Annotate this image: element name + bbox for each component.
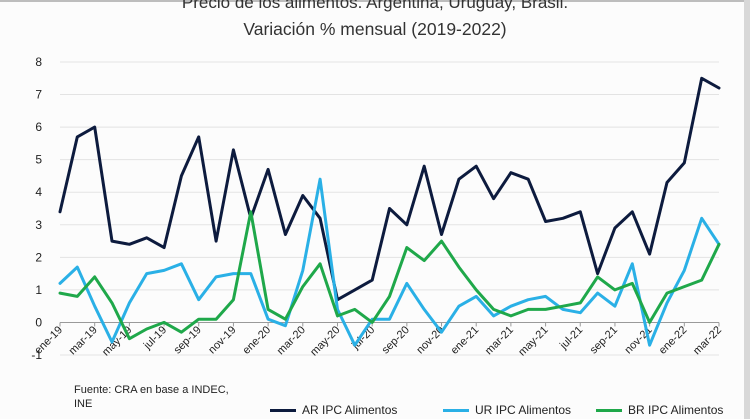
y-tick-label: 8 <box>35 55 42 69</box>
x-tick-label: mar-22 <box>691 324 724 357</box>
y-tick-label: -1 <box>31 348 42 362</box>
legend-label-ar: AR IPC Alimentos <box>302 403 398 417</box>
x-tick-label: nov-19 <box>206 324 238 356</box>
x-tick-label: mar-20 <box>275 324 308 357</box>
legend-swatch-ur <box>443 409 469 413</box>
x-tick-label: ene-20 <box>241 324 274 357</box>
x-tick-label: mar-19 <box>67 324 100 357</box>
y-tick-label: 2 <box>35 250 42 264</box>
legend-label-br: BR IPC Alimentos <box>628 403 724 417</box>
y-tick-label: 3 <box>35 218 42 232</box>
x-tick-label: may-20 <box>308 324 342 358</box>
legend-item-ar: AR IPC Alimentos <box>270 403 397 417</box>
chart-subtitle: Variación % mensual (2019-2022) <box>243 19 507 39</box>
series-line-ur <box>58 177 721 347</box>
legend-swatch-br <box>596 409 622 413</box>
series-line-ar <box>58 76 721 302</box>
legend-item-br: BR IPC Alimentos <box>596 403 723 417</box>
legend-item-ur: UR IPC Alimentos <box>443 403 571 417</box>
y-tick-label: 7 <box>35 88 42 102</box>
chart-title: Precio de los alimentos. Argentina, Urug… <box>181 0 569 12</box>
x-tick-label: ene-22 <box>657 324 690 357</box>
top-edge <box>0 0 750 2</box>
y-tick-label: 6 <box>35 120 42 134</box>
x-tick-label: sep-21 <box>588 324 620 356</box>
y-tick-label: 5 <box>35 153 42 167</box>
legend-label-ur: UR IPC Alimentos <box>475 403 572 417</box>
series-line-br <box>58 210 721 341</box>
x-tick-label: sep-20 <box>380 324 412 356</box>
source-note: Fuente: CRA en base a INDEC, INE <box>74 384 229 410</box>
x-tick-label: jul-20 <box>349 324 377 352</box>
y-tick-label: 0 <box>35 315 42 329</box>
x-tick-label: nov-20 <box>414 324 446 356</box>
y-tick-label: 4 <box>35 185 42 199</box>
y-tick-label: 1 <box>35 283 42 297</box>
x-tick-label: jul-21 <box>557 324 585 352</box>
x-tick-label: ene-21 <box>449 324 482 357</box>
legend-swatch-ar <box>270 409 296 413</box>
x-tick-label: mar-21 <box>483 324 516 357</box>
x-tick-label: may-21 <box>516 324 550 358</box>
right-edge <box>744 0 750 419</box>
